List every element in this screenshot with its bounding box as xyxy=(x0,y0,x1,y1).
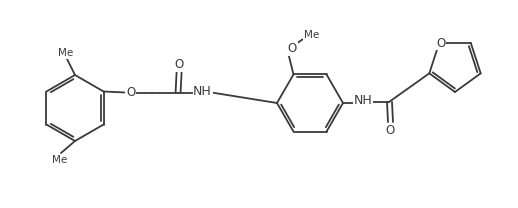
Text: Me: Me xyxy=(304,30,319,40)
Text: NH: NH xyxy=(193,85,212,98)
Text: NH: NH xyxy=(354,94,372,108)
Text: O: O xyxy=(126,86,135,99)
Text: Me: Me xyxy=(52,155,68,165)
Text: O: O xyxy=(174,58,183,71)
Text: O: O xyxy=(288,42,297,55)
Text: O: O xyxy=(385,124,395,136)
Text: O: O xyxy=(437,37,446,50)
Text: Me: Me xyxy=(59,48,74,58)
